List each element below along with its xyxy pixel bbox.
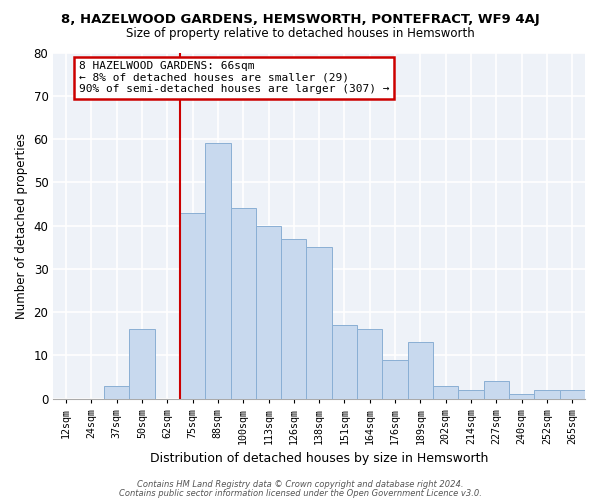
- Bar: [560, 390, 585, 398]
- Bar: [433, 386, 458, 398]
- Bar: [129, 330, 155, 398]
- Bar: [281, 238, 307, 398]
- X-axis label: Distribution of detached houses by size in Hemsworth: Distribution of detached houses by size …: [150, 452, 488, 465]
- Bar: [458, 390, 484, 398]
- Bar: [256, 226, 281, 398]
- Bar: [509, 394, 535, 398]
- Text: Contains HM Land Registry data © Crown copyright and database right 2024.: Contains HM Land Registry data © Crown c…: [137, 480, 463, 489]
- Text: Size of property relative to detached houses in Hemsworth: Size of property relative to detached ho…: [125, 28, 475, 40]
- Bar: [180, 212, 205, 398]
- Bar: [382, 360, 408, 399]
- Text: Contains public sector information licensed under the Open Government Licence v3: Contains public sector information licen…: [119, 488, 481, 498]
- Text: 8 HAZELWOOD GARDENS: 66sqm
← 8% of detached houses are smaller (29)
90% of semi-: 8 HAZELWOOD GARDENS: 66sqm ← 8% of detac…: [79, 61, 389, 94]
- Bar: [484, 382, 509, 398]
- Bar: [332, 325, 357, 398]
- Bar: [104, 386, 129, 398]
- Y-axis label: Number of detached properties: Number of detached properties: [15, 132, 28, 318]
- Bar: [230, 208, 256, 398]
- Bar: [307, 247, 332, 398]
- Bar: [535, 390, 560, 398]
- Bar: [205, 144, 230, 398]
- Bar: [408, 342, 433, 398]
- Bar: [357, 330, 382, 398]
- Text: 8, HAZELWOOD GARDENS, HEMSWORTH, PONTEFRACT, WF9 4AJ: 8, HAZELWOOD GARDENS, HEMSWORTH, PONTEFR…: [61, 12, 539, 26]
